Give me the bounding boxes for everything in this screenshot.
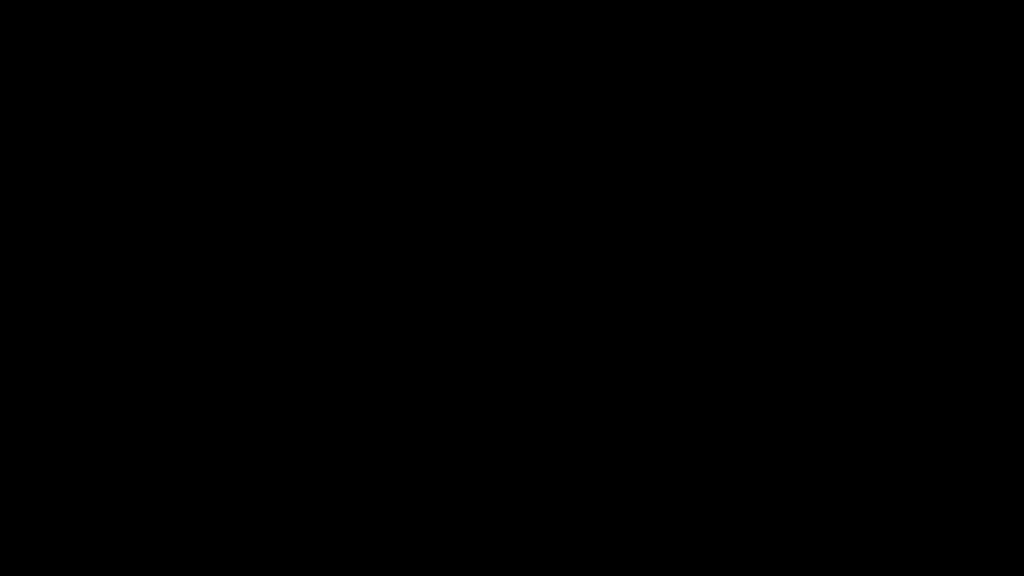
vert-residuals-plot bbox=[560, 435, 1024, 576]
trail-offset-plot bbox=[280, 24, 560, 294]
atmospheric-position-plot bbox=[0, 24, 280, 280]
magnitude-plot bbox=[560, 24, 1024, 294]
orbital-position-plot bbox=[280, 295, 560, 576]
ground-track-map bbox=[0, 295, 280, 576]
horz-residuals-plot bbox=[560, 295, 1024, 435]
